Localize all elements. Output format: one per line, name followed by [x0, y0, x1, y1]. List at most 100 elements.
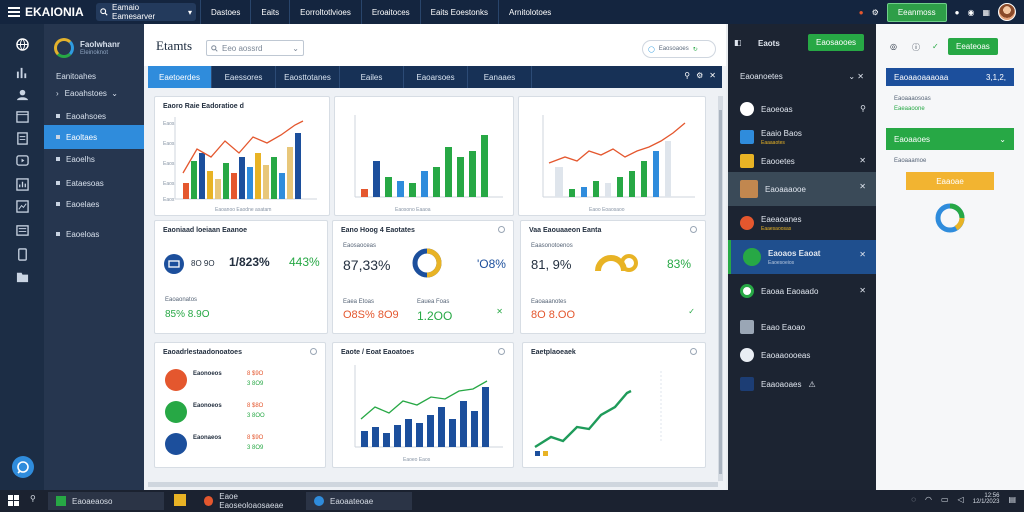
close-icon[interactable]: ✕ — [709, 71, 716, 80]
pin-icon[interactable]: ⚲ — [860, 104, 866, 113]
horizontal-scrollbar[interactable] — [148, 482, 718, 487]
info-icon[interactable] — [498, 226, 505, 233]
chat-fab-button[interactable] — [12, 456, 34, 478]
sidebar-item-2[interactable]: Eaoahsoes — [44, 104, 144, 128]
sidebar-item-5[interactable]: Eataesoas — [44, 171, 144, 195]
analytics-icon[interactable] — [16, 178, 29, 191]
network-icon[interactable]: ◌ — [911, 494, 917, 504]
top-tab-1[interactable]: Dastoes — [200, 0, 250, 24]
taskbar-app-2[interactable]: Eaoe Eaoseoloaosaeae — [196, 492, 306, 510]
tab-3[interactable]: Eaosttotanes — [276, 66, 340, 88]
dark-row-10[interactable]: Eaaoaoaes ⚠ — [728, 369, 876, 399]
dark-row-8[interactable]: Eaao Eaoao — [728, 312, 876, 342]
global-search[interactable]: Eamaio Eamesarver ▾ — [96, 3, 196, 21]
dark-row-2[interactable]: Eaaio Baos Eaaaaotes — [728, 122, 876, 152]
top-tab-4[interactable]: Eroaitoces — [360, 0, 420, 24]
bar-2 — [569, 189, 575, 197]
settings-icon[interactable]: ⚙ — [871, 7, 879, 17]
top-tab-6[interactable]: Arnitolotoes — [498, 0, 561, 24]
trend-line — [182, 120, 304, 174]
dark-row-9[interactable]: Eaoaaoooeas — [728, 340, 876, 370]
close-icon[interactable]: ✕ — [496, 307, 503, 316]
report-icon[interactable] — [16, 200, 29, 213]
search-input[interactable]: Eeo aossrd ⌄ — [206, 40, 304, 56]
chevron-down-icon[interactable]: ⌄ ✕ — [848, 72, 864, 81]
bar-4 — [593, 181, 599, 197]
settings-icon[interactable]: ⚙ — [696, 71, 704, 80]
sidebar-item-6[interactable]: Eaoelaes — [44, 192, 144, 216]
card-title: Vaa Eaouaaeon Eanta — [529, 227, 602, 234]
list-icon[interactable] — [16, 224, 29, 237]
chevron-down-icon: ⌄ — [292, 43, 299, 53]
calendar-icon[interactable] — [16, 110, 29, 123]
sidebar-item-3[interactable]: Eaoltaes — [44, 125, 144, 149]
clock[interactable]: 12:56 12/1/2023 — [973, 493, 1000, 505]
video-icon[interactable] — [16, 154, 29, 167]
tab-6[interactable]: Eanaaes — [468, 66, 532, 88]
right-panel-item-5[interactable]: Eaaoae — [906, 172, 994, 190]
user-icon[interactable] — [16, 88, 29, 101]
tab-2[interactable]: Eaessores — [212, 66, 276, 88]
taskbar-app-1[interactable]: Eaoaeaoso — [48, 492, 164, 510]
dark-row-6[interactable]: Eaoaos Eaoat Eaoesoeios ✕ — [728, 240, 876, 274]
bar-chart-icon[interactable] — [16, 66, 29, 79]
info-icon[interactable] — [498, 348, 505, 355]
location-icon[interactable]: ● — [954, 7, 960, 17]
close-icon[interactable]: ✕ — [859, 156, 866, 165]
info-icon[interactable] — [690, 348, 697, 355]
phone-icon[interactable] — [16, 248, 29, 261]
windows-start-icon[interactable] — [8, 495, 19, 506]
notification-icon[interactable]: ● — [858, 7, 864, 17]
dark-panel-button[interactable]: Eaosaooes — [808, 34, 865, 51]
right-panel-item-3[interactable]: Eaoaaoes ⌄ — [886, 128, 1014, 150]
menu-icon[interactable] — [8, 7, 20, 17]
row-label: Eaoaaoooeas — [761, 350, 811, 360]
tab-1[interactable]: Eaetoerdes — [148, 66, 212, 88]
item-icon — [740, 102, 754, 116]
info-icon[interactable]: ⓘ — [912, 43, 920, 52]
vertical-scroll-thumb[interactable] — [719, 110, 722, 474]
top-action-button[interactable]: Eeanmoss — [886, 2, 947, 22]
app-brand[interactable]: EKAIONIA — [8, 4, 84, 20]
notification-center-icon[interactable]: ▤ — [1008, 494, 1016, 504]
folder-icon[interactable] — [174, 494, 186, 506]
top-tab-2[interactable]: Eaits — [250, 0, 289, 24]
dark-row-4[interactable]: Eaoaaaooe ✕ — [728, 172, 876, 206]
top-tab-5[interactable]: Eaits Eoestonks — [419, 0, 498, 24]
top-tab-3[interactable]: Eorroltotlvioes — [289, 0, 361, 24]
tab-5[interactable]: Eaoarsoes — [404, 66, 468, 88]
right-panel-button[interactable]: Eeateoas — [948, 38, 998, 55]
dark-row-1[interactable]: Eaoeoas ⚲ — [728, 94, 876, 124]
avatar[interactable] — [998, 3, 1016, 21]
dark-row-7[interactable]: Eaoaa Eaoaado ✕ — [728, 276, 876, 306]
close-icon[interactable]: ✕ — [859, 182, 866, 191]
help-icon[interactable]: ◉ — [967, 7, 975, 17]
tab-4[interactable]: Eailes — [340, 66, 404, 88]
page-title: Etamts — [156, 38, 193, 53]
stat-foot-label: Eaoaonatos — [165, 297, 198, 303]
sidebar-item-1[interactable]: › Eaoahstoes ⌄ — [44, 81, 144, 105]
dark-row-5[interactable]: Eaeaoanes Eaaesaoosas — [728, 208, 876, 238]
taskbar-app-3[interactable]: Eaoaateoae — [306, 492, 412, 510]
info-icon[interactable] — [310, 348, 317, 355]
bar-2 — [372, 427, 379, 447]
volume-icon[interactable]: ◁ — [957, 494, 964, 504]
globe-icon[interactable] — [16, 38, 29, 51]
display-icon[interactable]: ▭ — [941, 494, 949, 504]
folder-icon[interactable] — [16, 270, 29, 283]
document-icon[interactable] — [16, 132, 29, 145]
dark-row-3[interactable]: Eaooetes ✕ — [728, 146, 876, 176]
expand-icon[interactable]: ◧ — [734, 38, 742, 47]
sidebar-item-4[interactable]: Eaoelhs — [44, 147, 144, 171]
info-icon[interactable] — [690, 226, 697, 233]
wifi-icon[interactable]: ◠ — [925, 494, 933, 504]
tag-icon[interactable]: ◎ — [890, 42, 897, 51]
filter-icon[interactable]: ⚲ — [684, 71, 691, 80]
apps-grid-icon[interactable]: ▦ — [982, 7, 990, 17]
close-icon[interactable]: ✕ — [859, 286, 866, 295]
right-panel-item-1[interactable]: Eaoaaoaaaoaa 3,1,2, — [886, 68, 1014, 86]
sidebar-item-7[interactable]: Eaoeloas — [44, 222, 144, 246]
search-icon[interactable]: ⚲ — [30, 494, 36, 503]
status-pill[interactable]: ◯ Eaosoaoes ↻ — [642, 40, 716, 58]
close-icon[interactable]: ✕ — [859, 250, 866, 259]
